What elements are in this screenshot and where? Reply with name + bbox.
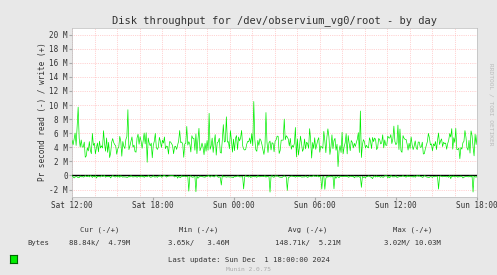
Text: Min (-/+): Min (-/+) (179, 227, 219, 233)
Text: 88.84k/  4.79M: 88.84k/ 4.79M (69, 240, 130, 246)
Title: Disk throughput for /dev/observium_vg0/root - by day: Disk throughput for /dev/observium_vg0/r… (112, 15, 437, 26)
Y-axis label: Pr second read (-) / write (+): Pr second read (-) / write (+) (38, 43, 47, 182)
Text: Bytes: Bytes (27, 240, 49, 246)
Text: 148.71k/  5.21M: 148.71k/ 5.21M (275, 240, 341, 246)
Text: Cur (-/+): Cur (-/+) (80, 227, 119, 233)
Text: Max (-/+): Max (-/+) (393, 227, 432, 233)
Text: Munin 2.0.75: Munin 2.0.75 (226, 267, 271, 272)
Text: Avg (-/+): Avg (-/+) (288, 227, 328, 233)
Text: RRDTOOL / TOBI OETIKER: RRDTOOL / TOBI OETIKER (489, 63, 494, 146)
Text: 3.02M/ 10.03M: 3.02M/ 10.03M (384, 240, 441, 246)
Text: Last update: Sun Dec  1 18:00:00 2024: Last update: Sun Dec 1 18:00:00 2024 (167, 257, 330, 263)
Text: 3.65k/   3.46M: 3.65k/ 3.46M (168, 240, 230, 246)
